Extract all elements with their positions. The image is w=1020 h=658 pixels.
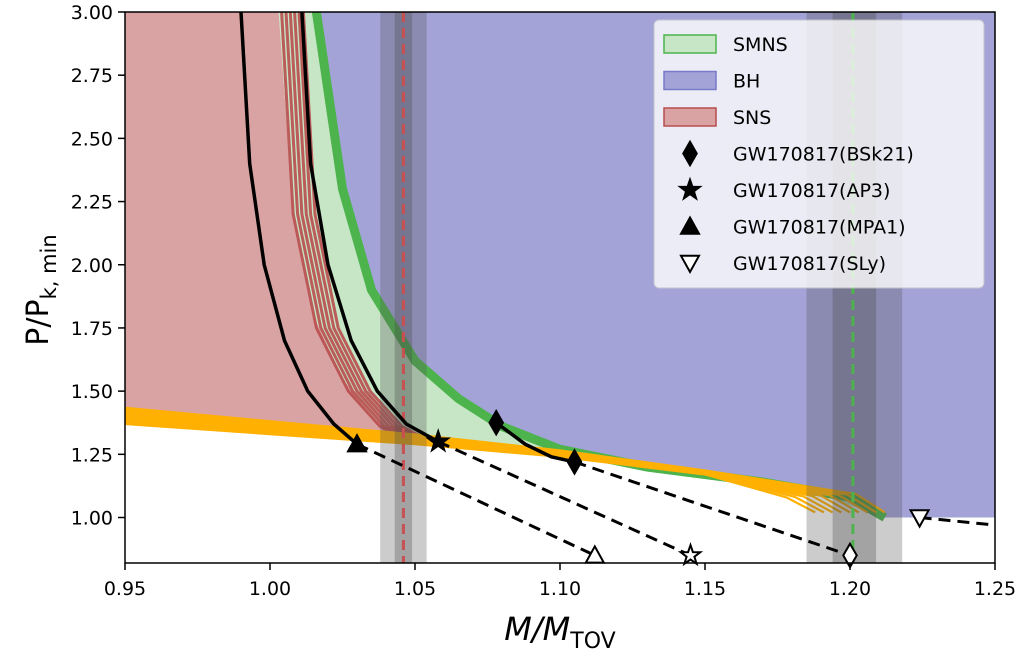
sns-curve — [293, 12, 423, 444]
y-tick-label: 3.00 — [71, 2, 113, 24]
marker-star — [677, 542, 704, 567]
y-tick-label: 2.00 — [71, 255, 113, 277]
x-tick-label: 0.95 — [104, 578, 146, 600]
legend: SMNS BH SNS GW170817(BSk21) GW170817(AP3) GW1… — [653, 19, 985, 289]
legend-entry: SMNS — [733, 34, 788, 56]
orange-curve — [125, 406, 886, 514]
x-axis-label: M/MTOV — [504, 610, 615, 654]
y-tick-label: 2.50 — [71, 128, 113, 150]
legend-swatch — [663, 107, 717, 127]
marker-star — [425, 428, 451, 453]
marker-tri-down — [908, 509, 931, 529]
sns-curve — [288, 12, 419, 444]
x-tick-label: 1.00 — [249, 578, 291, 600]
eos-curve-BSk21 — [495, 421, 575, 464]
dashed-AP3 — [437, 440, 692, 557]
dashed-BSk21 — [574, 460, 851, 557]
sns-curve — [280, 12, 410, 444]
legend-entry: BH — [733, 71, 760, 93]
legend-box — [653, 19, 985, 289]
eos-curve-AP3 — [300, 12, 440, 444]
y-tick-label: 2.25 — [71, 192, 113, 214]
legend-entry: GW170817(BSk21) — [733, 144, 914, 166]
y-tick-label: 1.50 — [71, 381, 113, 403]
x-tick-label: 1.25 — [974, 578, 1016, 600]
x-tick-label: 1.15 — [684, 578, 726, 600]
marker-diamond — [566, 448, 583, 476]
y-tick-label: 1.00 — [71, 508, 113, 530]
x-tick-label: 1.20 — [829, 578, 871, 600]
legend-marker — [679, 215, 701, 235]
y-tick-label: 2.75 — [71, 65, 113, 87]
y-axis-label: P/Pk, min — [21, 234, 61, 345]
eos-curve-MPA1 — [239, 12, 359, 446]
legend-entry: SNS — [733, 107, 771, 129]
legend-swatch — [663, 34, 717, 54]
marker-diamond — [488, 409, 505, 437]
sns-curve — [284, 12, 415, 444]
legend-entry: GW170817(SLy) — [733, 253, 886, 275]
x-tick-label: 1.10 — [539, 578, 581, 600]
legend-entry: GW170817(AP3) — [733, 180, 890, 202]
sns-region — [125, 12, 407, 442]
legend-marker — [677, 176, 703, 201]
legend-swatch — [663, 70, 717, 91]
legend-marker — [679, 254, 701, 275]
y-tick-label: 1.25 — [71, 444, 113, 466]
marker-triangle — [346, 433, 368, 453]
marker-triangle — [584, 544, 606, 564]
smns-region — [278, 12, 885, 518]
legend-marker — [682, 139, 698, 168]
dashed-MPA1 — [356, 442, 596, 557]
legend-entry: GW170817(MPA1) — [733, 217, 906, 239]
y-tick-label: 1.75 — [71, 318, 113, 340]
dashed-SLy — [919, 516, 995, 527]
x-tick-label: 1.05 — [394, 578, 436, 600]
